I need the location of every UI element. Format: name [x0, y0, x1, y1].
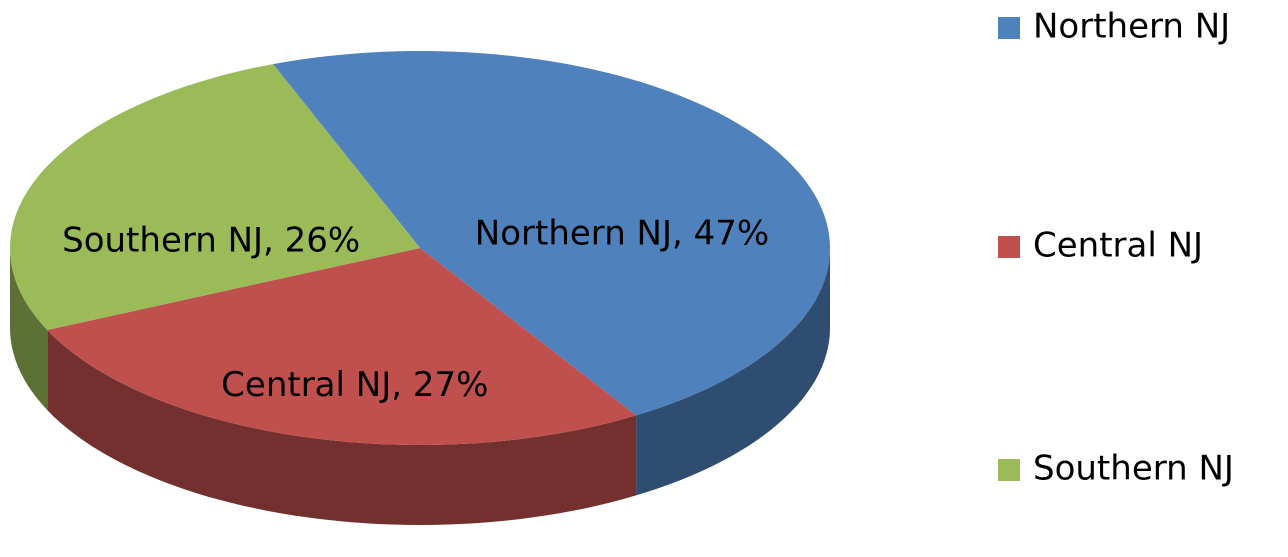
legend-swatch: [998, 236, 1020, 258]
data-label: Southern NJ, 26%: [62, 221, 360, 261]
slice: [273, 51, 831, 416]
slice: [10, 64, 420, 330]
data-label: Central NJ, 27%: [221, 365, 488, 405]
slice-side: [636, 248, 830, 496]
slice: [47, 248, 637, 445]
legend-label: Northern NJ: [1033, 7, 1230, 47]
legend-label: Southern NJ: [1033, 449, 1234, 489]
legend-swatch: [998, 17, 1020, 39]
data-label: Northern NJ, 47%: [475, 213, 769, 253]
legend-label: Central NJ: [1033, 226, 1203, 266]
slice-side: [10, 248, 48, 410]
slice-side: [47, 330, 637, 525]
legend-swatch: [998, 459, 1020, 481]
